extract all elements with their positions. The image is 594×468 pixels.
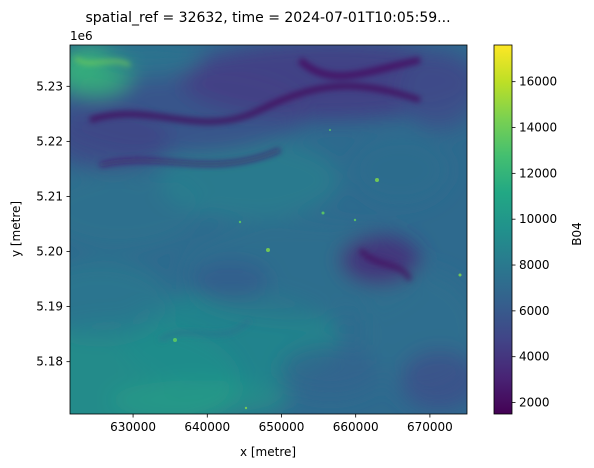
colorbar-tick-label: 14000	[519, 121, 557, 135]
y-tick-label: 5.21	[36, 189, 63, 203]
y-tick-label: 5.23	[36, 79, 63, 93]
heatmap-image	[70, 45, 467, 414]
y-axis: 5.18 5.19 5.20 5.21 5.22 5.23	[36, 79, 70, 369]
colorbar-tick-label: 12000	[519, 166, 557, 180]
colorbar-tick-label: 4000	[519, 350, 550, 364]
x-axis-label: x [metre]	[240, 445, 296, 459]
colorbar-axis: 2000 4000 6000 8000 10000 12000 14000 16000	[512, 75, 557, 410]
colorbar-tick-label: 6000	[519, 304, 550, 318]
chart-title: spatial_ref = 32632, time = 2024-07-01T1…	[85, 10, 450, 26]
colorbar-tick-label: 16000	[519, 75, 557, 89]
x-tick-label: 630000	[110, 420, 156, 434]
colorbar	[493, 44, 513, 415]
colorbar-label: B04	[570, 222, 584, 246]
colorbar-tick-label: 8000	[519, 258, 550, 272]
colorbar-tick-label: 2000	[519, 396, 550, 410]
x-tick-label: 640000	[184, 420, 230, 434]
x-axis: 630000 640000 650000 660000 670000	[110, 414, 453, 434]
x-tick-label: 660000	[333, 420, 379, 434]
colorbar-tick-label: 10000	[519, 212, 557, 226]
y-tick-label: 5.22	[36, 134, 63, 148]
y-tick-label: 5.18	[36, 355, 63, 369]
y-offset-label: 1e6	[70, 29, 93, 43]
y-tick-label: 5.20	[36, 245, 63, 259]
plot-frame	[69, 44, 468, 415]
y-tick-label: 5.19	[36, 300, 63, 314]
y-axis-label: y [metre]	[9, 201, 23, 257]
x-tick-label: 650000	[259, 420, 305, 434]
x-tick-label: 670000	[407, 420, 453, 434]
